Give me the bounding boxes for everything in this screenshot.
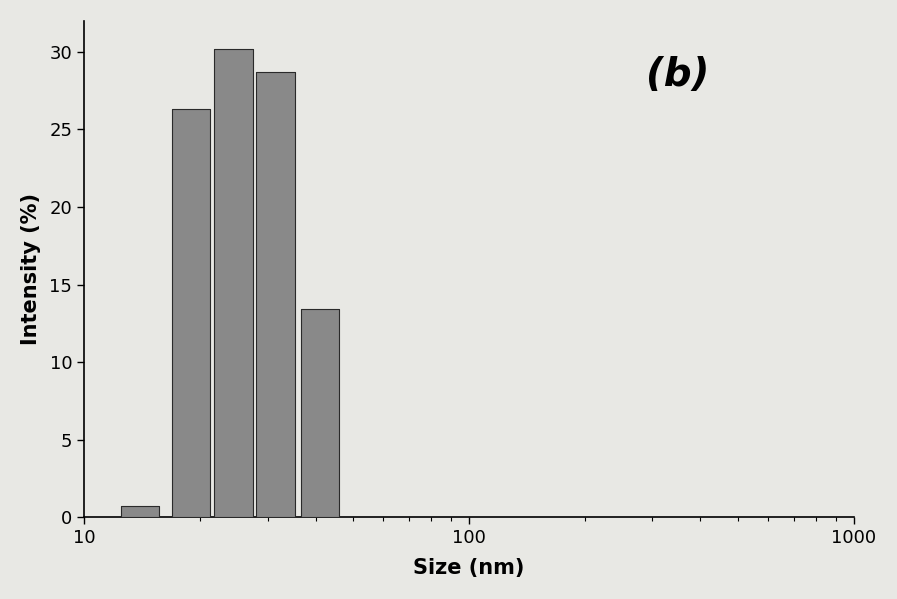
Y-axis label: Intensity (%): Intensity (%) — [21, 193, 41, 345]
Text: (b): (b) — [647, 56, 710, 94]
X-axis label: Size (nm): Size (nm) — [414, 558, 525, 578]
